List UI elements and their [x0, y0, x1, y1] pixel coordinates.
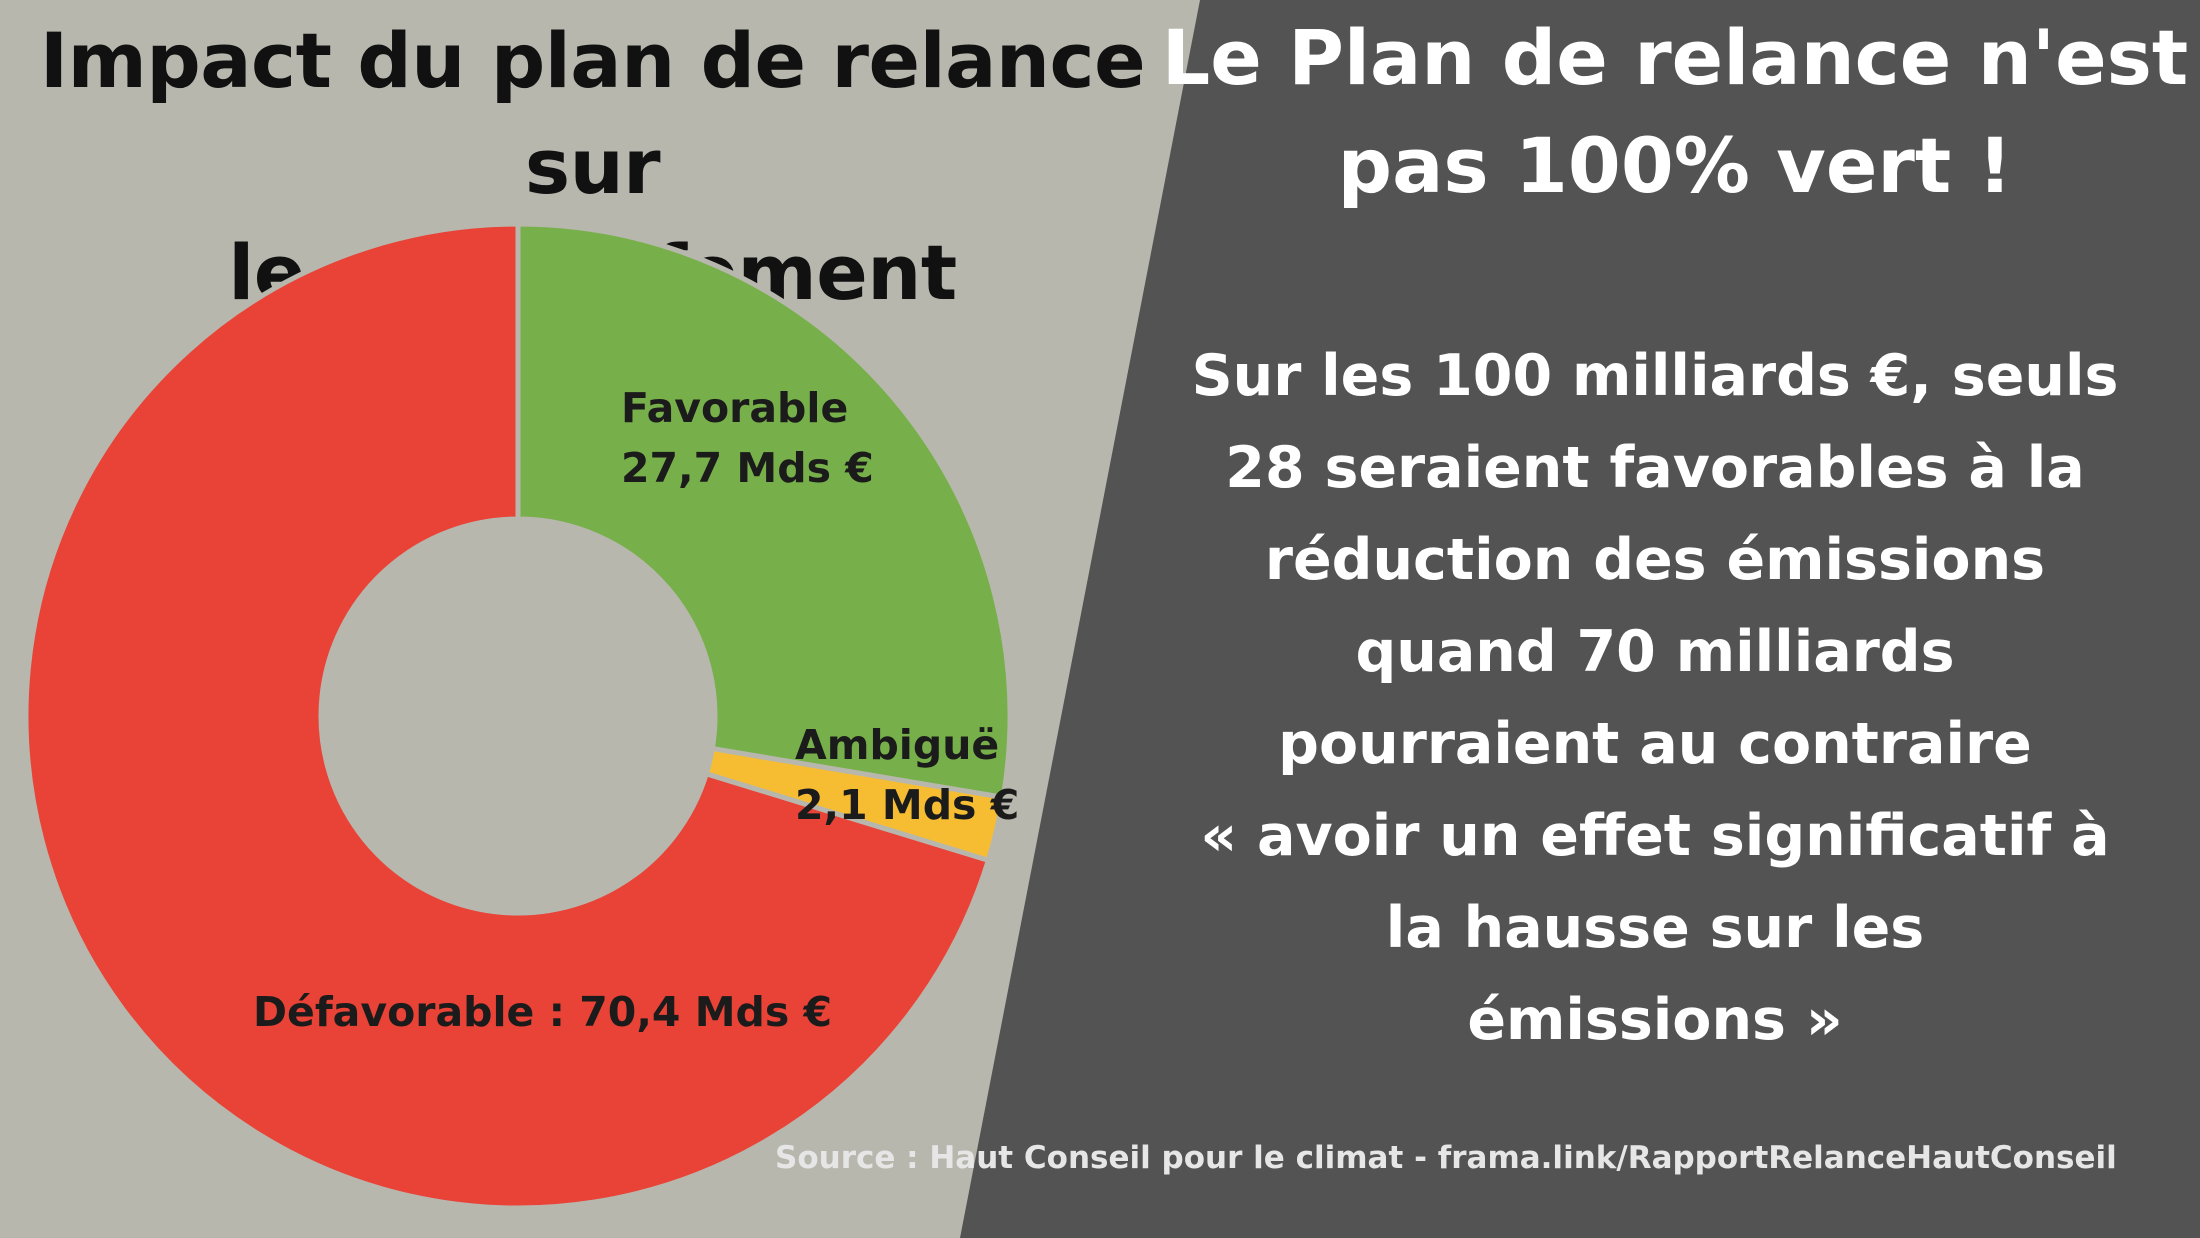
label-ambigue-name: Ambiguë — [795, 721, 1000, 769]
right-panel — [960, 0, 2200, 1238]
donut-chart — [23, 221, 1013, 1211]
label-ambigue-value: 2,1 Mds € — [795, 781, 1020, 829]
donut-slice-favorable — [515, 221, 1013, 801]
headline-line-1: Le Plan de relance n'est — [1161, 13, 2189, 102]
label-favorable-name: Favorable — [621, 384, 849, 432]
body-line: réduction des émissions — [1264, 527, 2046, 593]
label-ambigue: Ambiguë 2,1 Mds € — [795, 715, 1019, 835]
body-line: quand 70 milliards — [1355, 619, 1955, 685]
body-line: pourraient au contraire — [1278, 711, 2032, 777]
headline-line-2: pas 100% vert ! — [1337, 121, 2013, 210]
label-defavorable: Défavorable : 70,4 Mds € — [253, 982, 832, 1042]
body-text: Sur les 100 milliards €, seuls 28 seraie… — [1110, 330, 2200, 1066]
label-favorable-value: 27,7 Mds € — [621, 444, 874, 492]
body-line: la hausse sur les — [1385, 895, 1925, 961]
body-line: 28 seraient favorables à la — [1225, 435, 2085, 501]
donut-slice-dfavorable — [23, 221, 992, 1211]
chart-title-line-1: Impact du plan de relance sur — [39, 16, 1146, 211]
headline: Le Plan de relance n'est pas 100% vert ! — [1150, 4, 2200, 220]
source-note: Source : Haut Conseil pour le climat - f… — [775, 1140, 2117, 1176]
body-line: « avoir un effet significatif à — [1200, 803, 2110, 869]
label-favorable: Favorable 27,7 Mds € — [621, 378, 874, 498]
label-defavorable-text: Défavorable : 70,4 Mds € — [253, 988, 833, 1036]
body-line: Sur les 100 milliards €, seuls — [1191, 343, 2119, 409]
body-line: émissions » — [1467, 987, 1843, 1053]
